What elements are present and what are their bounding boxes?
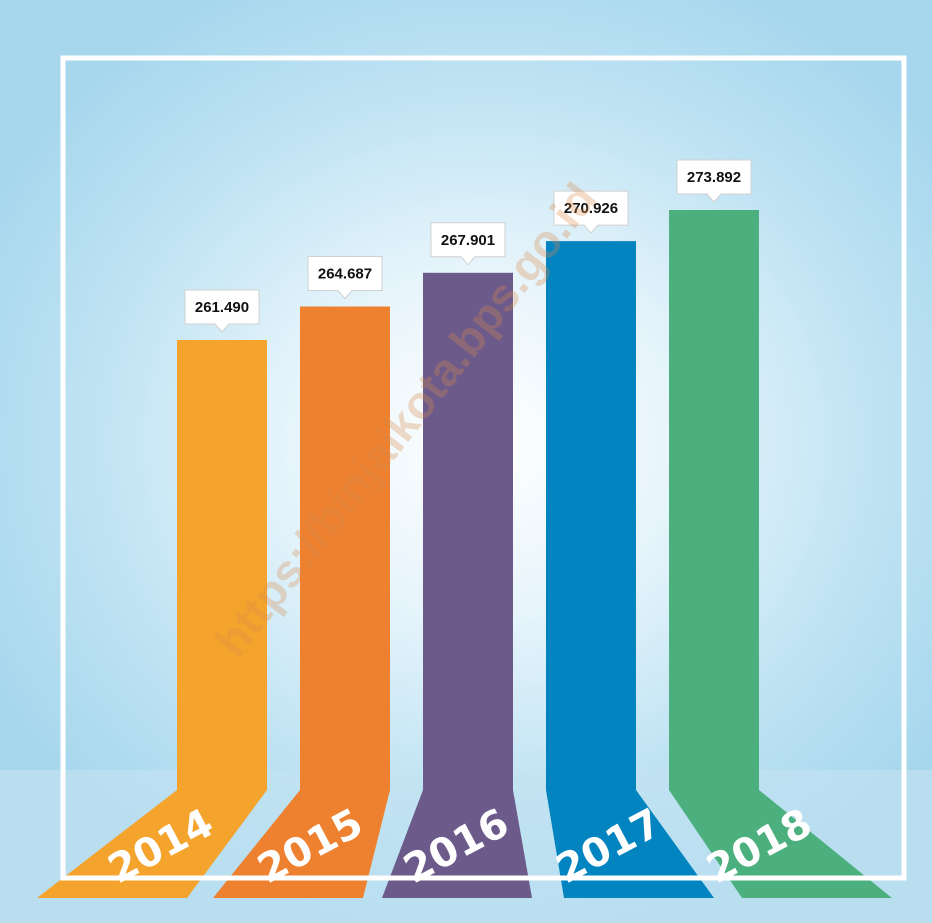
- bar-floor-ribbon-2017: [546, 790, 714, 898]
- bars-layer: [37, 210, 892, 898]
- callout-box: [430, 222, 506, 266]
- value-label-2017: 270.926: [564, 200, 618, 217]
- bar-2014: [177, 340, 267, 790]
- bar-2018: [669, 210, 759, 790]
- bar-floor-ribbon-2015: [213, 790, 390, 898]
- bar-floor-ribbon-2014: [37, 790, 267, 898]
- bar-floor-ribbon-2016: [382, 790, 532, 898]
- bar-2016: [423, 272, 513, 790]
- callout-box: [676, 159, 752, 203]
- callout-box: [184, 289, 260, 333]
- value-callout-2014: 261.490: [184, 289, 260, 333]
- bar-2017: [546, 241, 636, 791]
- value-label-2018: 273.892: [687, 169, 741, 186]
- value-callout-2018: 273.892: [676, 159, 752, 203]
- value-callout-2017: 270.926: [553, 190, 629, 234]
- value-label-2014: 261.490: [195, 299, 249, 316]
- callout-box: [553, 190, 629, 234]
- value-callouts-layer: 261.490 264.687 267.901 270.926 273.892: [184, 159, 752, 333]
- chart-frame: [60, 55, 907, 881]
- value-callout-2015: 264.687: [307, 255, 383, 300]
- value-label-2016: 267.901: [441, 232, 495, 249]
- value-label-2015: 264.687: [318, 266, 372, 283]
- bar-floor-ribbon-2018: [669, 790, 892, 898]
- value-callout-2016: 267.901: [430, 222, 506, 266]
- bar-2015: [300, 306, 390, 790]
- callout-box: [307, 255, 383, 300]
